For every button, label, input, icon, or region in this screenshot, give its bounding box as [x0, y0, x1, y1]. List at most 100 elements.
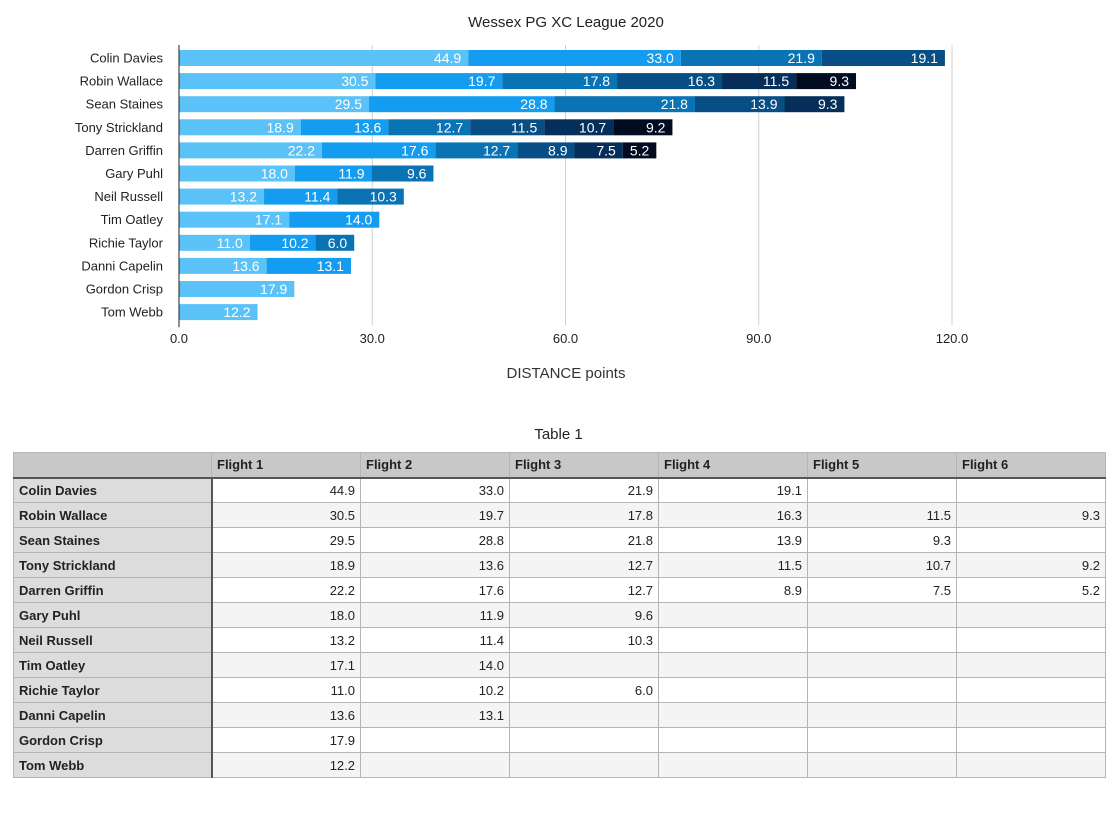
- table-cell: [956, 727, 1106, 753]
- table-cell: [807, 627, 957, 653]
- row-header-cell: Sean Staines: [13, 527, 213, 553]
- bar-value-label: 9.6: [407, 166, 427, 182]
- table-cell: 13.2: [211, 627, 361, 653]
- bar-segment: [179, 281, 295, 297]
- bar-value-label: 30.5: [341, 73, 368, 89]
- table-cell: 7.5: [807, 577, 957, 603]
- bar-value-label: 17.8: [583, 73, 610, 89]
- table-cell: 9.3: [956, 502, 1106, 528]
- table-cell: 13.6: [360, 552, 510, 578]
- table-row: Darren Griffin 22.2 17.6 12.7 8.9 7.5 5.2: [13, 577, 1106, 603]
- table-row: Gordon Crisp 17.9: [13, 727, 1106, 753]
- bar-value-label: 9.2: [646, 119, 666, 135]
- bar-segment: [694, 96, 785, 113]
- pilot-label: Richie Taylor: [89, 235, 164, 250]
- x-tick-label: 60.0: [553, 331, 578, 346]
- bar-segment: [179, 165, 295, 182]
- bar-value-label: 44.9: [434, 50, 461, 66]
- bar-value-label: 13.6: [354, 119, 381, 135]
- bar-segment: [470, 119, 545, 136]
- bar-segment: [375, 73, 503, 90]
- pilot-label: Colin Davies: [90, 51, 163, 66]
- table-cell: [956, 677, 1106, 703]
- table-cell: 21.9: [509, 477, 659, 503]
- bar-value-label: 12.2: [223, 304, 250, 320]
- table-cell: 11.4: [360, 627, 510, 653]
- bar-segment: [266, 257, 351, 274]
- table-cell: 13.1: [360, 702, 510, 728]
- table-cell: 17.9: [211, 727, 361, 753]
- table-cell: [956, 752, 1106, 778]
- bar-value-label: 21.9: [788, 50, 815, 66]
- table-cell: [360, 727, 510, 753]
- bar-segment: [179, 142, 323, 159]
- table-cell: 13.9: [658, 527, 808, 553]
- bar-segment: [388, 119, 471, 136]
- x-tick-label: 30.0: [360, 331, 385, 346]
- bar-value-label: 7.5: [596, 142, 616, 158]
- pilot-label: Tony Strickland: [75, 120, 163, 135]
- bar-segment: [179, 234, 250, 251]
- table-cell: [956, 652, 1106, 678]
- bar-value-label: 33.0: [647, 50, 674, 66]
- bar-value-label: 11.0: [217, 235, 243, 251]
- table-cell: 28.8: [360, 527, 510, 553]
- table-cell: 8.9: [658, 577, 808, 603]
- table-header-cell: Flight 3: [509, 452, 659, 479]
- x-axis-title: DISTANCE points: [507, 365, 626, 382]
- table-cell: 14.0: [360, 652, 510, 678]
- stacked-bar-chart: Wessex PG XC League 2020 0.0 30.0 60.0 90.0 1…: [0, 0, 1117, 400]
- bar-value-label: 28.8: [520, 96, 547, 112]
- bar-value-label: 14.0: [345, 212, 372, 228]
- pilot-label: Danni Capelin: [81, 258, 163, 273]
- bar-segment: [784, 96, 845, 113]
- table-cell: [956, 477, 1106, 503]
- bar-value-label: 11.9: [338, 166, 364, 182]
- table-cell: [956, 527, 1106, 553]
- table-cell: 9.2: [956, 552, 1106, 578]
- table-cell: [509, 752, 659, 778]
- x-tick-label: 0.0: [170, 331, 188, 346]
- bar-segment: [300, 119, 389, 136]
- table-cell: 12.7: [509, 577, 659, 603]
- table-cell: 5.2: [956, 577, 1106, 603]
- table-header-cell: Flight 2: [360, 452, 510, 479]
- bar-segment: [369, 96, 555, 113]
- bar-value-label: 11.4: [304, 189, 330, 205]
- row-header-cell: Gary Puhl: [13, 602, 213, 628]
- bar-segment: [468, 50, 681, 66]
- table-cell: [807, 677, 957, 703]
- table-row: Neil Russell 13.2 11.4 10.3: [13, 627, 1106, 653]
- bar-value-label: 18.9: [266, 119, 293, 135]
- bar-value-label: 13.1: [317, 258, 344, 274]
- row-header-cell: Neil Russell: [13, 627, 213, 653]
- bar-value-label: 22.2: [288, 142, 315, 158]
- bar-value-label: 19.1: [911, 50, 938, 66]
- table-cell: 30.5: [211, 502, 361, 528]
- table-cell: 9.3: [807, 527, 957, 553]
- row-header-cell: Richie Taylor: [13, 677, 213, 703]
- table-row: Colin Davies 44.9 33.0 21.9 19.1: [13, 477, 1106, 503]
- bar-value-label: 17.1: [255, 212, 282, 228]
- bar-segment: [179, 119, 301, 136]
- bar-segment: [179, 257, 267, 274]
- bar-value-label: 11.5: [763, 73, 789, 89]
- table-cell: [956, 702, 1106, 728]
- row-header-cell: Tim Oatley: [13, 652, 213, 678]
- table-header-cell: Flight 4: [658, 452, 808, 479]
- table-header-row: Flight 1 Flight 2 Flight 3 Flight 4 Flight 5…: [13, 452, 1106, 479]
- table-cell: 10.3: [509, 627, 659, 653]
- bar-segment: [337, 188, 404, 205]
- table-cell: 33.0: [360, 477, 510, 503]
- bar-segment: [554, 96, 695, 113]
- bar-value-label: 16.3: [688, 73, 715, 89]
- pilot-label: Tom Webb: [101, 305, 163, 320]
- bar-segment: [722, 73, 797, 90]
- table-cell: 11.9: [360, 602, 510, 628]
- table-title: Table 1: [534, 426, 583, 443]
- table-cell: [956, 602, 1106, 628]
- table-row: Robin Wallace 30.5 19.7 17.8 16.3 11.5 9.3: [13, 502, 1106, 528]
- table-cell: 21.8: [509, 527, 659, 553]
- table-cell: 13.6: [211, 702, 361, 728]
- table-cell: [509, 727, 659, 753]
